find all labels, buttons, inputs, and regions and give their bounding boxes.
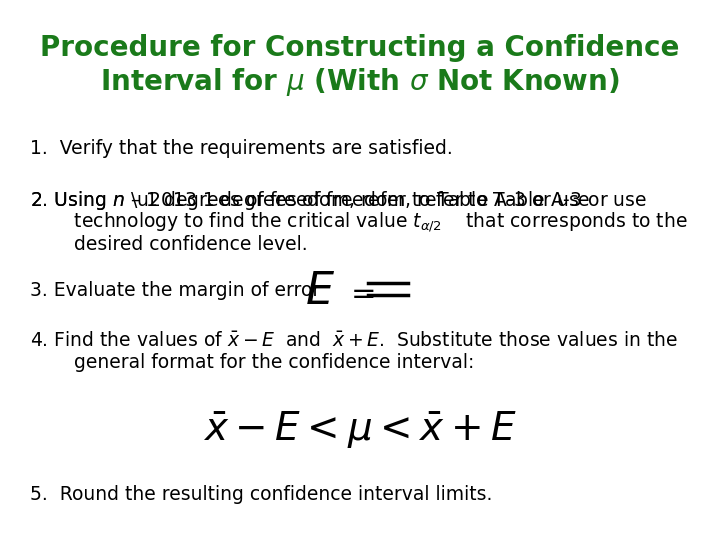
- Text: Interval for $\mu$ (With $\sigma$ Not Known): Interval for $\mu$ (With $\sigma$ Not Kn…: [100, 66, 620, 98]
- Text: $\bar{x} - E < \mu < \bar{x} + E$: $\bar{x} - E < \mu < \bar{x} + E$: [203, 409, 517, 450]
- Text: 2. Using $n$ – 1 degrees of freedom, refer to Table A-3 or use: 2. Using $n$ – 1 degrees of freedom, ref…: [30, 188, 590, 212]
- Text: 2. Using $n$ \u2013 1 degrees of freedom, refer to Table A-3 or use: 2. Using $n$ \u2013 1 degrees of freedom…: [30, 188, 647, 212]
- Text: technology to find the critical value $t_{\alpha/2}$    that corresponds to the: technology to find the critical value $t…: [50, 210, 688, 234]
- Text: $\mathit{E}$: $\mathit{E}$: [305, 271, 335, 314]
- Text: Procedure for Constructing a Confidence: Procedure for Constructing a Confidence: [40, 34, 680, 62]
- Text: 3. Evaluate the margin of error: 3. Evaluate the margin of error: [30, 280, 320, 300]
- Text: desired confidence level.: desired confidence level.: [50, 234, 307, 253]
- Text: 1.  Verify that the requirements are satisfied.: 1. Verify that the requirements are sati…: [30, 138, 453, 158]
- Text: 5.  Round the resulting confidence interval limits.: 5. Round the resulting confidence interv…: [30, 485, 492, 504]
- Text: $=$: $=$: [345, 278, 375, 307]
- Text: general format for the confidence interval:: general format for the confidence interv…: [50, 353, 474, 372]
- Text: 4. Find the values of $\bar{x} - E$  and  $\bar{x} + E$.  Substitute those value: 4. Find the values of $\bar{x} - E$ and …: [30, 330, 678, 349]
